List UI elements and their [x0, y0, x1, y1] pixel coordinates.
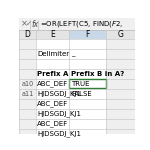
Text: ABC_DEF: ABC_DEF: [37, 80, 69, 87]
Text: FALSE: FALSE: [71, 91, 92, 97]
FancyBboxPatch shape: [19, 89, 36, 99]
FancyBboxPatch shape: [19, 119, 36, 129]
FancyBboxPatch shape: [106, 49, 135, 59]
FancyBboxPatch shape: [106, 129, 135, 139]
Text: Prefix A: Prefix A: [37, 71, 69, 77]
FancyBboxPatch shape: [19, 99, 36, 109]
FancyBboxPatch shape: [106, 79, 135, 89]
FancyBboxPatch shape: [19, 109, 36, 119]
FancyBboxPatch shape: [106, 119, 135, 129]
Text: ✓: ✓: [26, 21, 32, 27]
FancyBboxPatch shape: [19, 49, 36, 59]
FancyBboxPatch shape: [19, 59, 36, 69]
FancyBboxPatch shape: [19, 129, 36, 139]
Text: D: D: [24, 30, 30, 39]
Text: Delimiter: Delimiter: [37, 51, 69, 57]
FancyBboxPatch shape: [69, 79, 106, 88]
FancyBboxPatch shape: [19, 49, 135, 59]
FancyBboxPatch shape: [19, 18, 135, 30]
FancyBboxPatch shape: [106, 39, 135, 49]
FancyBboxPatch shape: [19, 89, 135, 99]
Text: fx: fx: [32, 20, 39, 29]
FancyBboxPatch shape: [106, 99, 135, 109]
FancyBboxPatch shape: [69, 30, 106, 39]
Text: Prefix B in A?: Prefix B in A?: [71, 71, 125, 77]
Text: ×: ×: [21, 20, 28, 29]
Text: a11: a11: [21, 91, 33, 97]
FancyBboxPatch shape: [106, 109, 135, 119]
Text: a10: a10: [21, 81, 33, 87]
Text: F: F: [85, 30, 90, 39]
Text: E: E: [50, 30, 55, 39]
Text: TRUE: TRUE: [71, 81, 90, 87]
Text: HJDSGDJ_KJ1: HJDSGDJ_KJ1: [37, 111, 81, 117]
FancyBboxPatch shape: [19, 39, 36, 49]
FancyBboxPatch shape: [19, 99, 135, 109]
Text: =OR(LEFT(C5, FIND($F$2,: =OR(LEFT(C5, FIND($F$2,: [40, 19, 123, 29]
FancyBboxPatch shape: [19, 79, 36, 89]
FancyBboxPatch shape: [19, 109, 135, 119]
FancyBboxPatch shape: [19, 39, 135, 49]
FancyBboxPatch shape: [106, 59, 135, 69]
FancyBboxPatch shape: [106, 89, 135, 99]
FancyBboxPatch shape: [19, 119, 135, 129]
Text: G: G: [117, 30, 123, 39]
FancyBboxPatch shape: [106, 69, 135, 79]
Text: HJDSGDJ_KJ1: HJDSGDJ_KJ1: [37, 90, 81, 97]
Text: HJDSGDJ_KJ1: HJDSGDJ_KJ1: [37, 130, 81, 137]
FancyBboxPatch shape: [19, 69, 135, 79]
FancyBboxPatch shape: [19, 59, 135, 69]
FancyBboxPatch shape: [19, 30, 135, 39]
Text: ABC_DEF: ABC_DEF: [37, 100, 69, 107]
Text: ABC_DEF: ABC_DEF: [37, 120, 69, 127]
FancyBboxPatch shape: [19, 129, 135, 139]
FancyBboxPatch shape: [19, 69, 36, 79]
Text: _: _: [71, 51, 75, 57]
FancyBboxPatch shape: [19, 79, 135, 89]
